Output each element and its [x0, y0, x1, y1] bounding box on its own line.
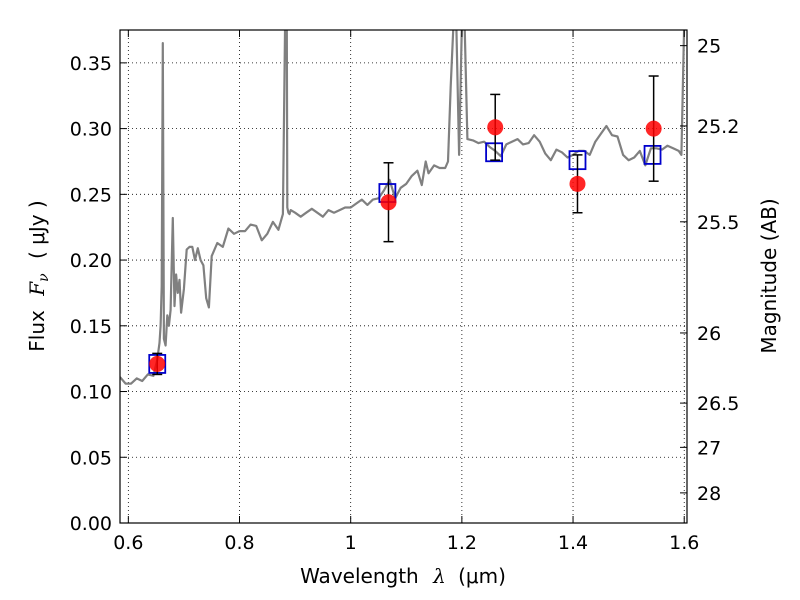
y2-tick-label: 27: [697, 437, 721, 459]
observed-point: [149, 355, 166, 372]
y2-tick-label: 25.2: [697, 116, 739, 138]
observed-point: [569, 175, 586, 192]
x-axis-label: Wavelength λ (μm): [300, 564, 506, 588]
x-tick-label: 1.4: [558, 532, 588, 554]
y-tick-label: 0.20: [70, 250, 112, 272]
y2-tick-label: 25.5: [697, 212, 739, 234]
y2-tick-label: 26.5: [697, 393, 739, 415]
synthetic-photometry: [148, 142, 662, 374]
observed-point: [645, 120, 662, 137]
y2-tick-label: 28: [697, 483, 721, 505]
y-tick-label: 0.15: [70, 316, 112, 338]
observed-point: [380, 194, 397, 211]
y-tick-label: 0.25: [70, 184, 112, 206]
y2-tick-label: 25: [697, 36, 721, 58]
y-tick-label: 0.00: [70, 513, 112, 535]
y-tick-label: 0.35: [70, 53, 112, 75]
model-spectrum: [120, 30, 686, 385]
synthetic-point: [485, 142, 504, 163]
y-tick-label: 0.05: [70, 447, 112, 469]
y2-tick-label: 26: [697, 323, 721, 345]
y-tick-label: 0.10: [70, 382, 112, 404]
x-tick-label: 1: [345, 532, 357, 554]
x-tick-label: 1.2: [447, 532, 477, 554]
y-ticks: 0.00 0.05 0.10 0.15 0.20 0.25 0.30 0.35: [70, 53, 127, 535]
model-spectrum-line: [120, 30, 686, 385]
y-axis-label: Flux Fν ( μJy ): [25, 200, 53, 351]
observed-point: [487, 119, 504, 136]
y2-ticks: 25 25.2 25.5 26 26.5 27 28: [680, 36, 739, 505]
x-tick-label: 0.8: [224, 532, 254, 554]
y-tick-label: 0.30: [70, 119, 112, 141]
x-tick-label: 0.6: [113, 532, 143, 554]
x-tick-label: 1.6: [669, 532, 699, 554]
observed-photometry: [149, 75, 662, 376]
synthetic-point: [643, 144, 662, 165]
x-ticks: 0.6 0.8 1 1.2 1.4 1.6: [113, 30, 699, 554]
plot-frame: [119, 29, 688, 524]
y2-axis-label: Magnitude (AB): [757, 198, 781, 353]
